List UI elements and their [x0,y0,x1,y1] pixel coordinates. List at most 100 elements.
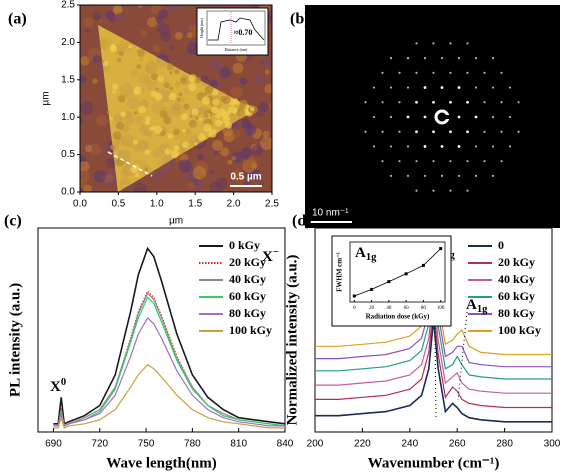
afm-flake-texture [176,97,181,102]
afm-flake-texture [144,149,150,155]
legend-label: 20 kGy [229,255,266,269]
diffraction-spot [491,145,495,148]
inset-x-tick-label: 60 [404,306,410,311]
afm-texture [268,103,272,109]
x-tick-label: 1.0 [150,199,164,210]
afm-flake-texture [181,141,189,149]
saed-image [305,5,560,228]
diffraction-spot [415,71,418,74]
text-sub: 1g [477,304,488,315]
diffraction-spot [389,115,393,119]
afm-texture [87,56,93,61]
afm-texture [259,181,265,186]
diffraction-spot [432,160,435,163]
series-line [315,289,552,394]
afm-texture [84,145,93,153]
afm-flake-texture [172,128,180,136]
afm-texture [157,23,170,36]
inset-point [439,247,443,251]
afm-texture [96,114,108,127]
afm-texture [115,12,126,23]
afm-texture [80,117,84,124]
afm-texture [251,144,264,157]
afm-texture [80,56,90,66]
afm-texture [209,182,222,192]
x-axis-label: Wavenumber (cm⁻¹) [368,455,500,471]
diffraction-spot [406,115,410,119]
diffraction-spot [440,57,444,60]
afm-flake-texture [116,121,125,130]
inset-profile [208,17,265,41]
diffraction-spot [466,71,469,74]
legend-label: 80 kGy [229,306,266,320]
afm-flake-texture [194,76,202,84]
afm-flake-texture [112,90,116,94]
text-sup: 0 [61,377,66,388]
inset-annotation: ≈0.70 [234,28,252,37]
annotation: X0 [50,377,66,395]
afm-texture [187,182,195,190]
diffraction-spot [415,160,418,163]
profile-line [107,151,153,177]
panel-label: (a) [8,11,27,28]
beam-stop [443,115,451,119]
afm-texture [264,69,270,75]
text-base: X [262,249,273,265]
inset-point [352,294,356,298]
inset-x-label: Radiation dose (kGy) [366,313,430,321]
afm-texture [103,171,118,186]
diffraction-spot [406,57,410,60]
x-axis-label: Wave length(nm) [106,455,216,471]
afm-flake-texture [136,64,142,70]
diffraction-spot [432,71,435,74]
inset-x-tick-label: 20 [369,306,375,311]
y-tick-label: 0.5 [61,149,75,160]
diffraction-spot [449,160,452,163]
diffraction-spot [398,160,401,163]
x-tick-label: 280 [496,439,513,450]
afm-flake-texture [120,111,126,117]
afm-texture [232,62,244,74]
x-tick-label: 200 [307,439,324,450]
text-base: A [466,297,477,313]
inset-plot [206,10,266,46]
diffraction-spot [508,115,512,119]
afm-texture [227,159,233,165]
diffraction-spot [372,86,376,89]
afm-texture [98,18,103,23]
x-tick-label: 2.5 [265,199,279,210]
afm-flake-texture [203,113,209,119]
series-line [315,319,552,423]
afm-texture [178,159,192,173]
diffraction-spot [372,145,376,148]
afm-texture [151,168,164,181]
afm-flake-texture [144,167,149,171]
text-base: A [355,245,366,261]
afm-flake-texture [233,108,238,113]
afm-texture [230,86,243,99]
afm-flake-texture [208,129,217,138]
afm-texture [251,162,258,169]
afm-flake-texture [170,150,179,159]
afm-flake-texture [173,144,180,151]
afm-flake-texture [164,148,172,156]
afm-flake-texture [116,57,122,63]
diffraction-spot [389,174,393,177]
afm-texture [268,9,272,15]
diffraction-spot [466,100,469,104]
diffraction-spot [449,100,452,104]
afm-flake-texture [227,106,236,116]
afm-flake-texture [135,173,139,177]
annotation: A1g [466,297,488,315]
diffraction-spot [372,115,376,119]
y-tick-label: 2.0 [61,37,75,48]
afm-texture [209,169,215,175]
legend-label: 60 kGy [229,289,266,303]
diffraction-spot [500,160,503,163]
inset-y-label: FWHM cm⁻¹ [336,252,344,292]
afm-flake-texture [194,142,198,146]
diffraction-spot [474,115,478,119]
diffraction-spot [500,130,503,133]
inset-y-label: Height (nm) [199,18,204,38]
